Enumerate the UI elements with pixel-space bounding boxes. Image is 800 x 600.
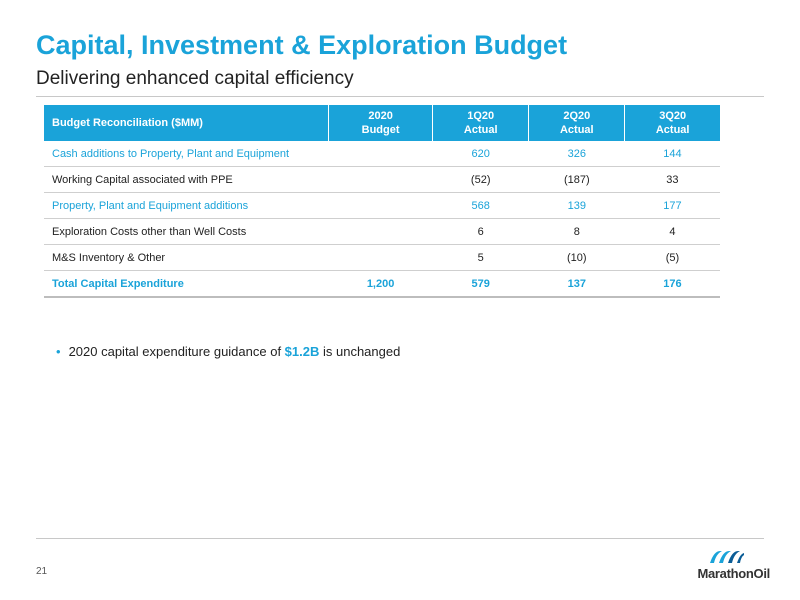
cell-1q20: 568 — [432, 192, 529, 219]
header-budget-line1: 2020 — [368, 110, 393, 122]
bullet-dot-icon: • — [56, 344, 61, 359]
table-row: Working Capital associated with PPE (52)… — [44, 166, 720, 193]
cell-3q20: 177 — [624, 192, 720, 219]
row-label: Total Capital Expenditure — [44, 270, 329, 298]
marathon-oil-wave-icon — [710, 551, 744, 563]
header-2q20-line1: 2Q20 — [563, 110, 591, 122]
row-label: Exploration Costs other than Well Costs — [44, 218, 329, 245]
logo-brand-text: MarathonOil — [697, 566, 770, 581]
header-3q20-line1: 3Q20 — [659, 110, 687, 122]
cell-3q20: (5) — [624, 244, 720, 271]
page-number: 21 — [36, 566, 48, 577]
table-header-row: Budget Reconciliation ($MM) 2020 Budget … — [44, 105, 720, 141]
row-label: M&S Inventory & Other — [44, 244, 329, 271]
cell-1q20: (52) — [432, 166, 529, 193]
row-label: Cash additions to Property, Plant and Eq… — [44, 141, 329, 167]
cell-3q20: 176 — [624, 270, 720, 298]
cell-budget — [328, 192, 433, 219]
table-row: M&S Inventory & Other 5 (10) (5) — [44, 244, 720, 271]
header-3q20-line2: Actual — [655, 124, 690, 136]
row-label: Property, Plant and Equipment additions — [44, 192, 329, 219]
cell-3q20: 144 — [624, 141, 720, 167]
cell-2q20: 139 — [528, 192, 625, 219]
header-1q20-line1: 1Q20 — [467, 110, 495, 122]
header-2q20-line2: Actual — [559, 124, 594, 136]
cell-budget — [328, 141, 433, 167]
bullet-prefix: 2020 capital expenditure guidance of — [68, 344, 285, 359]
cell-2q20: (10) — [528, 244, 625, 271]
table-row: Property, Plant and Equipment additions … — [44, 192, 720, 219]
cell-2q20: 137 — [528, 270, 625, 298]
header-cell-label: Budget Reconciliation ($MM) — [44, 105, 329, 141]
table-row: Cash additions to Property, Plant and Eq… — [44, 141, 720, 167]
header-cell-2q20: 2Q20 Actual — [528, 105, 626, 141]
row-label: Working Capital associated with PPE — [44, 166, 329, 193]
bullet-highlight: $1.2B — [284, 344, 320, 359]
cell-budget: 1,200 — [328, 270, 433, 298]
cell-1q20: 5 — [432, 244, 529, 271]
cell-1q20: 6 — [432, 218, 529, 245]
cell-budget — [328, 166, 433, 193]
header-cell-3q20: 3Q20 Actual — [624, 105, 720, 141]
slide-subtitle: Delivering enhanced capital efficiency — [36, 68, 354, 89]
cell-1q20: 620 — [432, 141, 529, 167]
cell-budget — [328, 244, 433, 271]
cell-2q20: 8 — [528, 218, 625, 245]
header-budget-line2: Budget — [361, 124, 400, 136]
cell-2q20: (187) — [528, 166, 625, 193]
cell-3q20: 4 — [624, 218, 720, 245]
cell-budget — [328, 218, 433, 245]
footer-divider — [36, 538, 764, 539]
header-label-text: Budget Reconciliation ($MM) — [52, 117, 203, 129]
cell-2q20: 326 — [528, 141, 625, 167]
table-row: Exploration Costs other than Well Costs … — [44, 218, 720, 245]
header-divider — [36, 96, 764, 97]
guidance-bullet: • 2020 capital expenditure guidance of $1… — [56, 344, 400, 359]
cell-3q20: 33 — [624, 166, 720, 193]
budget-reconciliation-table: Budget Reconciliation ($MM) 2020 Budget … — [44, 105, 720, 298]
header-cell-1q20: 1Q20 Actual — [432, 105, 530, 141]
cell-1q20: 579 — [432, 270, 529, 298]
table-row-total: Total Capital Expenditure 1,200 579 137 … — [44, 270, 720, 298]
bullet-suffix: is unchanged — [319, 344, 401, 359]
header-1q20-line2: Actual — [463, 124, 498, 136]
company-logo: MarathonOil — [660, 550, 770, 581]
header-cell-budget: 2020 Budget — [328, 105, 434, 141]
slide-title: Capital, Investment & Exploration Budget — [36, 30, 568, 60]
